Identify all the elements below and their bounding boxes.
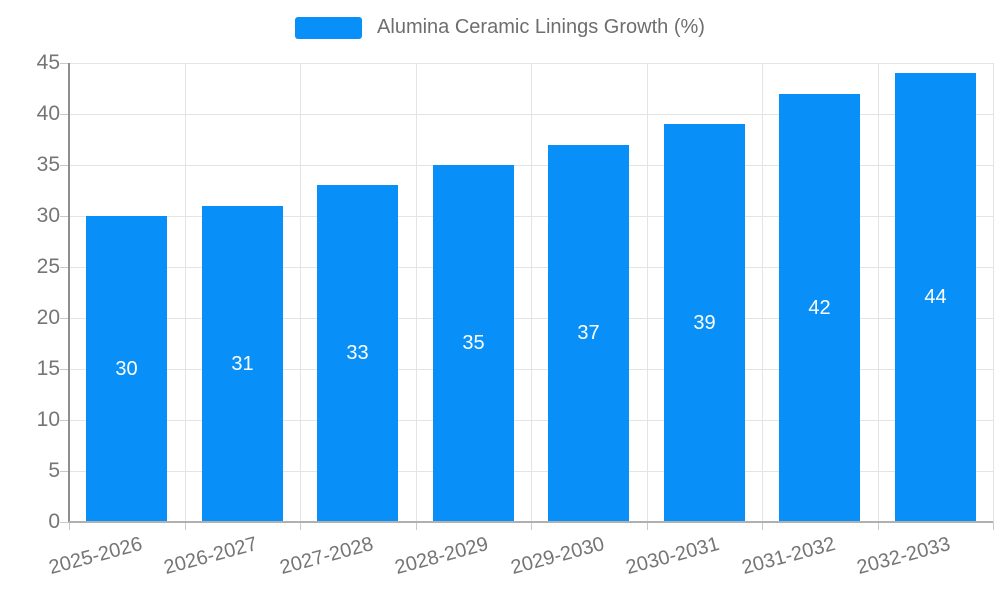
y-axis-label: 10 [36,408,60,431]
x-axis-tick [647,522,648,530]
bar-value-label: 35 [462,332,485,354]
bar[interactable]: 35 [433,165,514,522]
y-axis-tick [60,114,69,115]
y-axis-tick [60,420,69,421]
y-axis-label: 25 [36,255,60,278]
y-axis-label: 40 [36,102,60,125]
y-axis-tick [60,216,69,217]
x-axis-tick [993,522,994,530]
bar[interactable]: 42 [779,94,860,522]
bar[interactable]: 30 [86,216,167,522]
y-axis-line [68,63,70,522]
gridline-vertical [647,63,648,522]
gridline-vertical [878,63,879,522]
bar[interactable]: 31 [202,206,283,522]
bar[interactable]: 37 [548,145,629,522]
y-axis-tick [60,267,69,268]
legend[interactable]: Alumina Ceramic Linings Growth (%) [0,16,1000,39]
gridline-vertical [300,63,301,522]
bar-value-label: 30 [115,357,138,380]
gridline-vertical [531,63,532,522]
y-axis-tick [60,318,69,319]
bar[interactable]: 44 [895,73,976,522]
gridline-vertical [762,63,763,522]
y-axis-label: 45 [36,51,60,74]
y-axis-label: 35 [36,153,60,176]
x-axis-tick [416,522,417,530]
bar-value-label: 31 [231,352,254,375]
bar-value-label: 39 [693,311,716,334]
y-axis-tick [60,165,69,166]
legend-swatch [295,16,363,39]
y-axis-label: 5 [48,459,60,482]
bar[interactable]: 39 [664,124,745,522]
y-axis-tick [60,522,69,523]
y-axis-label: 15 [36,357,60,380]
plot-area: 30 31 33 35 37 39 42 44 [60,63,994,530]
y-axis-label: 30 [36,204,60,227]
x-axis-tick [300,522,301,530]
gridline-vertical [416,63,417,522]
x-axis-tick [531,522,532,530]
bar-value-label: 44 [924,286,947,308]
x-axis-tick [185,522,186,530]
y-axis-label: 20 [36,306,60,329]
gridline-vertical [993,63,994,522]
x-axis-tick [762,522,763,530]
x-axis-tick [69,522,70,530]
y-axis-label: 0 [48,510,60,533]
x-axis-line [69,521,993,523]
bar[interactable]: 33 [317,185,398,522]
bar-value-label: 37 [577,322,600,344]
bar-value-label: 33 [346,342,369,364]
y-axis-tick [60,471,69,472]
legend-label: Alumina Ceramic Linings Growth (%) [377,16,705,38]
y-axis-tick [60,369,69,370]
bar-value-label: 42 [808,296,831,319]
x-axis-tick [878,522,879,530]
y-axis-tick [60,63,69,64]
gridline-vertical [185,63,186,522]
